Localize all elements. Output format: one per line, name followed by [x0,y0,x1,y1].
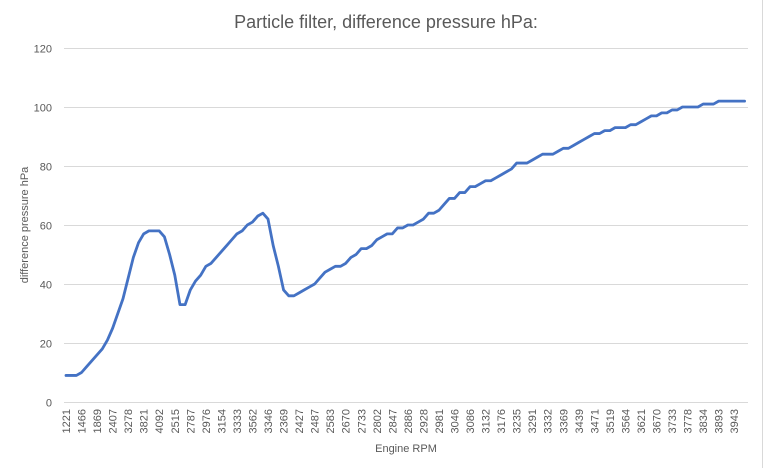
y-tick-label: 100 [34,103,52,115]
x-axis-label: Engine RPM [375,443,437,455]
chart-title: Particle filter, difference pressure hPa… [234,12,538,32]
x-axis-ticks: 1221 1466 1869 2407 3278 3821 4092 2515 2787 2976… [61,409,741,433]
x-tick-label: 3562 [247,409,259,433]
x-tick-label: 3893 [714,409,726,433]
x-tick-label: 1221 [61,409,73,433]
x-tick-label: 3046 [450,409,462,433]
x-tick-label: 3564 [620,409,632,433]
x-tick-label: 2427 [294,409,306,433]
x-tick-label: 3621 [636,409,648,433]
x-tick-label: 3943 [729,409,741,433]
x-tick-label: 4092 [154,409,166,433]
x-tick-label: 3670 [652,409,664,433]
x-tick-label: 3086 [465,409,477,433]
x-tick-label: 2670 [341,409,353,433]
x-tick-label: 2981 [434,409,446,433]
x-tick-label: 3333 [232,409,244,433]
y-tick-label: 40 [40,280,52,292]
x-tick-label: 2487 [310,409,322,433]
x-tick-label: 3132 [481,409,493,433]
x-tick-label: 3346 [263,409,275,433]
x-tick-label: 3834 [698,409,710,433]
x-tick-label: 2886 [403,409,415,433]
x-tick-label: 3278 [123,409,135,433]
x-tick-label: 2787 [185,409,197,433]
x-tick-label: 2928 [418,409,430,433]
x-tick-label: 2733 [356,409,368,433]
x-tick-label: 3235 [512,409,524,433]
gridlines [64,48,748,403]
x-tick-label: 2847 [387,409,399,433]
x-tick-label: 1466 [77,409,89,433]
x-tick-label: 3519 [605,409,617,433]
x-tick-label: 2976 [201,409,213,433]
x-tick-label: 3733 [667,409,679,433]
x-tick-label: 3154 [216,409,228,433]
y-tick-label: 120 [34,44,52,56]
x-tick-label: 3471 [589,409,601,433]
x-tick-label: 3778 [683,409,695,433]
x-tick-label: 2407 [108,409,120,433]
y-axis-label: difference pressure hPa [19,166,31,283]
y-tick-label: 80 [40,162,52,174]
x-tick-label: 3176 [496,409,508,433]
x-tick-label: 2583 [325,409,337,433]
x-tick-label: 3291 [527,409,539,433]
x-tick-label: 3439 [574,409,586,433]
series-line [64,99,746,377]
x-tick-label: 1869 [92,409,104,433]
y-tick-label: 20 [40,339,52,351]
y-axis-ticks: 0 20 40 60 80 100 120 [34,44,52,410]
x-tick-label: 3821 [139,409,151,433]
x-tick-label: 2802 [372,409,384,433]
x-tick-label: 3369 [558,409,570,433]
y-tick-label: 0 [46,398,52,410]
x-tick-label: 2369 [279,409,291,433]
x-tick-label: 3332 [543,409,555,433]
y-tick-label: 60 [40,221,52,233]
x-tick-label: 2515 [170,409,182,433]
